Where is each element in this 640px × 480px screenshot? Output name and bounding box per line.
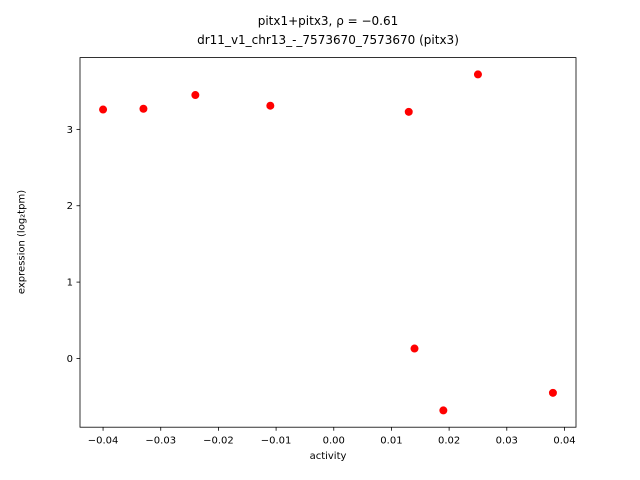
data-point	[410, 344, 419, 353]
x-tick-label: −0.01	[261, 436, 292, 447]
chart-title-line2: dr11_v1_chr13_-_7573670_7573670 (pitx3)	[197, 32, 459, 47]
data-point	[99, 105, 108, 114]
data-point	[548, 388, 557, 397]
data-point	[266, 101, 275, 110]
chart-title: pitx1+pitx3, ρ = −0.61 dr11_v1_chr13_-_7…	[80, 12, 576, 49]
x-tick-label: 0.00	[323, 436, 345, 447]
data-point	[191, 91, 200, 100]
y-tick-label: 2	[67, 201, 73, 212]
x-axis-label: activity	[309, 451, 347, 462]
data-point	[404, 107, 413, 116]
data-point	[439, 406, 448, 415]
axes-spines	[79, 57, 577, 428]
x-tick-label: 0.01	[380, 436, 402, 447]
y-tick-label: 3	[67, 125, 73, 136]
y-tick-label: 0	[67, 354, 73, 365]
x-tick-label: 0.02	[438, 436, 460, 447]
data-point	[473, 70, 482, 79]
x-tick-label: −0.03	[145, 436, 176, 447]
x-tick-label: −0.02	[203, 436, 234, 447]
chart-title-line1: pitx1+pitx3, ρ = −0.61	[257, 14, 399, 28]
data-point	[139, 104, 148, 113]
x-tick-label: −0.04	[88, 436, 119, 447]
x-tick-label: 0.03	[496, 436, 518, 447]
x-tick-label: 0.04	[553, 436, 575, 447]
y-tick-label: 1	[67, 278, 73, 289]
